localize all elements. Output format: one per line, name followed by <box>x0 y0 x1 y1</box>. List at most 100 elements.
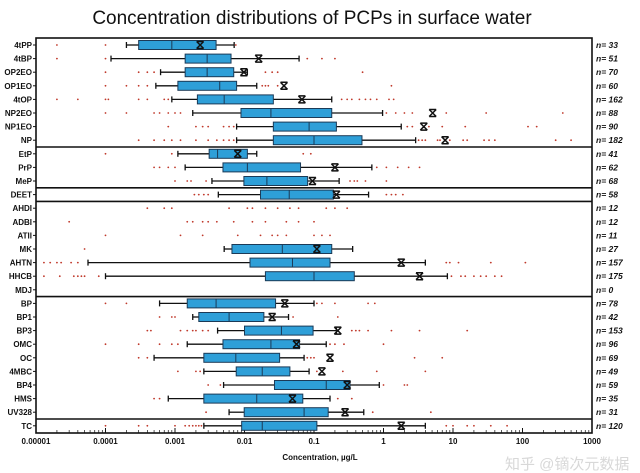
outlier-point <box>56 98 58 101</box>
outlier-point <box>394 112 397 114</box>
outlier-point <box>385 112 388 114</box>
outlier-point <box>385 193 388 196</box>
outlier-point <box>215 139 218 142</box>
x-tick-label: 0.1 <box>308 437 320 446</box>
outlier-point <box>349 180 351 182</box>
sample-count-BP3: n= 153 <box>596 326 623 336</box>
outlier-point <box>493 139 496 142</box>
outlier-point <box>288 207 291 210</box>
outlier-point <box>125 84 128 87</box>
outlier-point <box>367 329 369 332</box>
outlier-point <box>264 84 267 87</box>
mean-marker <box>397 258 406 267</box>
outlier-point <box>56 44 58 46</box>
outlier-point <box>356 180 359 182</box>
outlier-point <box>285 220 288 223</box>
watermark: 知乎 @镝次元数据 <box>505 455 629 473</box>
outlier-point <box>276 234 279 237</box>
sample-count-OMC: n= 96 <box>596 339 618 349</box>
outlier-point <box>170 343 173 346</box>
box-iqr <box>272 121 337 132</box>
outlier-point <box>306 57 309 60</box>
outlier-point <box>313 356 315 359</box>
sample-count-BP: n= 78 <box>596 298 618 308</box>
mean-marker <box>333 326 342 335</box>
box-iqr <box>240 108 333 118</box>
outlier-point <box>485 275 488 278</box>
outlier-point <box>264 207 267 210</box>
outlier-point <box>382 343 385 346</box>
outlier-point <box>417 139 420 142</box>
outlier-point <box>325 207 328 210</box>
sample-count-MDJ: n= 0 <box>596 285 614 295</box>
outlier-point <box>466 424 469 427</box>
outlier-point <box>146 71 149 74</box>
outlier-point <box>361 71 364 74</box>
outlier-point <box>195 125 197 128</box>
outlier-point <box>396 166 399 169</box>
outlier-point <box>488 139 490 142</box>
outlier-point <box>232 220 235 223</box>
outlier-point <box>201 234 204 237</box>
box-iqr <box>196 94 274 105</box>
mean-marker <box>280 299 289 308</box>
category-label-EtP: EtP <box>19 150 33 159</box>
plot-area: 0.00001 0.0001 0.001 0.01 0.1 1 10 100 1000 4tPP n… <box>4 37 624 446</box>
outlier-point <box>222 139 225 142</box>
chart-title: Concentration distributions of PCPs in s… <box>92 8 532 29</box>
outlier-point <box>313 220 315 223</box>
outlier-point <box>56 261 58 264</box>
outlier-point <box>201 125 204 128</box>
box-iqr <box>264 271 355 282</box>
outlier-point <box>493 275 496 278</box>
outlier-point <box>341 370 344 373</box>
outlier-point <box>354 329 357 332</box>
outlier-point <box>97 275 100 278</box>
outlier-point <box>450 275 453 278</box>
outlier-point <box>350 397 353 400</box>
category-label-PrP: PrP <box>18 163 32 172</box>
outlier-point <box>179 234 182 237</box>
category-label-4MBC: 4MBC <box>9 367 32 376</box>
outlier-point <box>306 356 309 359</box>
category-label-BP4: BP4 <box>16 381 32 390</box>
outlier-point <box>375 370 378 373</box>
x-axis-label: Concentration, µg/L <box>282 453 357 462</box>
outlier-point <box>346 207 349 210</box>
mean-marker <box>254 54 263 63</box>
outlier-point <box>163 207 166 210</box>
mean-marker <box>196 40 205 50</box>
outlier-point <box>137 343 140 346</box>
outlier-point <box>215 220 218 223</box>
mean-marker <box>419 122 428 131</box>
outlier-point <box>489 424 492 427</box>
outlier-point <box>251 220 254 223</box>
sample-count-EtP: n= 41 <box>596 149 618 159</box>
outlier-point <box>315 302 318 305</box>
outlier-point <box>267 84 270 87</box>
outlier-point <box>448 261 451 264</box>
outlier-point <box>445 112 448 114</box>
outlier-point <box>146 98 149 101</box>
outlier-point <box>535 125 538 128</box>
outlier-point <box>251 207 254 210</box>
outlier-point <box>197 193 200 196</box>
outlier-point <box>392 98 395 101</box>
outlier-point <box>174 424 176 427</box>
outlier-point <box>441 125 444 128</box>
outlier-point <box>321 57 323 60</box>
outlier-point <box>153 397 155 400</box>
sample-count-NP1EO: n= 90 <box>596 122 618 132</box>
category-label-MK: MK <box>20 245 33 254</box>
outlier-point <box>464 125 467 128</box>
outlier-point <box>385 166 388 169</box>
category-label-OP2EO: OP2EO <box>4 68 32 77</box>
outlier-point <box>174 112 176 114</box>
outlier-point <box>191 424 194 427</box>
sample-count-ATII: n= 11 <box>596 230 618 240</box>
outlier-point <box>158 112 161 114</box>
outlier-point <box>104 302 107 305</box>
outlier-point <box>353 180 356 182</box>
outlier-point <box>174 316 176 318</box>
